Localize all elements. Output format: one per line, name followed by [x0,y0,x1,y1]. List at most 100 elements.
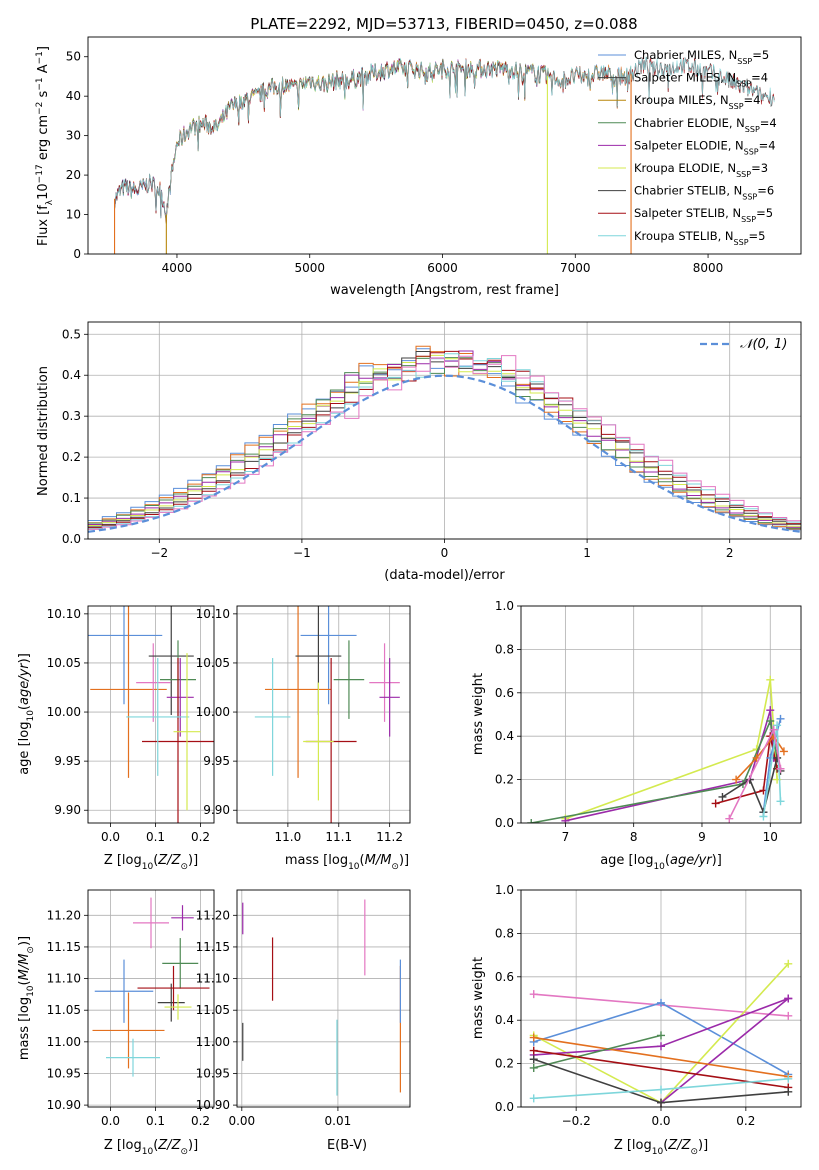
legend-text: Kroupa MILES, N [634,93,729,107]
weight-marker-chabrier_elodie [527,819,536,823]
tick-label-x: 0.0 [651,1114,670,1128]
weight-line-salpeter_elodie [565,709,775,822]
legend-suffix: =5 [749,229,766,243]
weight-marker-chabrier_stelib [529,1055,538,1064]
tick-label-y: 9.95 [203,754,230,768]
tick-label-y: 11.15 [196,940,230,954]
tick-label-x: 11.2 [376,830,403,844]
tick-label-x: 11.0 [275,830,302,844]
tick-label-y: 1.0 [495,599,514,613]
label-part: ⊙ [391,862,399,872]
tick-label-y: 11.05 [196,1003,230,1017]
weight-marker-chabrier_elodie [657,1031,665,1040]
tick-label-y: 0.1 [62,491,81,505]
x-axis-label: Z [log10(Z/Z⊙)] [104,1138,198,1157]
tick-label-y: 0 [73,247,81,261]
axes-frame [236,605,411,824]
label-part: 10 [26,985,36,997]
label-part: ( [360,853,365,868]
panel-age_vs_mass: 11.0 11.1 11.2 9.90 9.95 10.00 10.05 10.10 mass … [196,605,411,872]
label-part: erg cm [36,115,51,164]
tick-label-x: −2 [150,546,168,560]
tick-label-y: 40 [66,89,81,103]
weight-marker-salpeter_elodie [657,1042,665,1051]
legend-suffix: =4 [760,116,777,130]
tick-label-y: 0.6 [495,970,514,984]
tick-label-x: 0.2 [191,830,210,844]
weight-marker-salpeter_elodie [561,816,570,823]
panel-weight_vs_Z: −0.2 0.0 0.2 0.0 0.2 0.4 0.6 0.8 1.0 Z [log10(Z/Z… [471,883,802,1157]
weight-marker-kroupa_stelib [529,1094,538,1103]
weight-marker-kroupa_stelib [759,812,768,821]
label-part: Z [log [104,853,142,868]
tick-label-y: 10.05 [47,656,81,670]
weight-line-salpeter_miles [533,1036,789,1078]
weight-marker-chabrier_stelib [784,1087,793,1096]
label-part: Z/Z [157,1138,181,1153]
tick-label-y: 0.8 [495,642,514,656]
legend-entry: Kroupa MILES, NSSP=4 [634,93,760,111]
tick-label-y: 0.4 [495,1013,514,1027]
label-part: age [log [600,853,653,868]
legend-suffix: =5 [752,48,769,62]
legend-text: Salpeter STELIB, N [634,206,741,220]
weight-marker-salpeter_miles [529,1033,538,1042]
label-part: ( [153,1138,158,1153]
tick-label-y: 0.8 [495,926,514,940]
legend-text: Chabrier MILES, N [634,48,737,62]
tick-label-x: 7000 [560,261,591,275]
label-part: 10 [652,1147,664,1157]
tick-label-y: 10.00 [196,705,230,719]
plot-area [254,606,400,823]
tick-label-y: 0.0 [62,532,81,546]
label-part: −17 [35,164,45,183]
tick-label-y: 1.0 [495,883,514,897]
weight-marker-chabrier_elodie [529,1063,538,1072]
tick-label-y: 9.90 [54,803,81,817]
tick-label-y: 11.20 [196,908,230,922]
tick-label-y: 9.95 [54,754,81,768]
legend-text: Chabrier ELODIE, N [634,116,745,130]
legend-text: Chabrier STELIB, N [634,184,742,198]
weight-marker-salpeter_elodie [784,994,793,1003]
tick-label-x: 0 [441,546,449,560]
weight-marker-kroupa_stelib [773,721,782,730]
tick-label-y: 20 [66,168,81,182]
axes-frame [520,889,802,1108]
tick-label-y: 11.00 [196,1035,230,1049]
tick-label-x: 0.01 [325,1114,352,1128]
label-part: )] [188,1138,198,1153]
tick-label-y: 10 [66,208,81,222]
legend-text: Salpeter MILES, N [634,71,736,85]
label-part: ( [17,705,32,710]
tick-label-y: 11.10 [196,972,230,986]
label-part: Flux [f [36,205,51,246]
grid [237,890,410,1107]
tick-label-x: 0.0 [101,830,120,844]
weight-marker-chabrier_miles [776,714,785,723]
plot-area [92,897,210,1077]
legend-sub: SSP [736,170,751,179]
label-part: A [36,64,51,77]
tick-label-x: −0.2 [562,1114,591,1128]
label-part: ] [36,46,51,51]
legend-sub: SSP [734,237,749,246]
label-part: )] [17,936,32,946]
label-part: ( [17,980,32,985]
label-part: ( [665,853,670,868]
legend-sub: SSP [736,79,751,88]
tick-label-y: 11.10 [47,972,81,986]
legend-suffix: =5 [756,206,773,220]
label-part: )] [698,1138,708,1153]
weight-line-salpeter_stelib [533,1049,789,1089]
legend-entry: Chabrier ELODIE, NSSP=4 [634,116,777,134]
spectrum-line-chabrier_miles [114,58,632,222]
weight-marker-salpeter_miles [779,747,788,756]
tick-label-x: 10 [763,830,778,844]
weight-marker-chabrier_stelib [718,792,727,801]
label-part: )] [712,853,722,868]
x-axis-label: Z [log10(Z/Z⊙)] [614,1138,708,1157]
x-axis-label: mass [log10(M/M⊙)] [285,853,409,872]
tick-label-x: 1 [583,546,591,560]
